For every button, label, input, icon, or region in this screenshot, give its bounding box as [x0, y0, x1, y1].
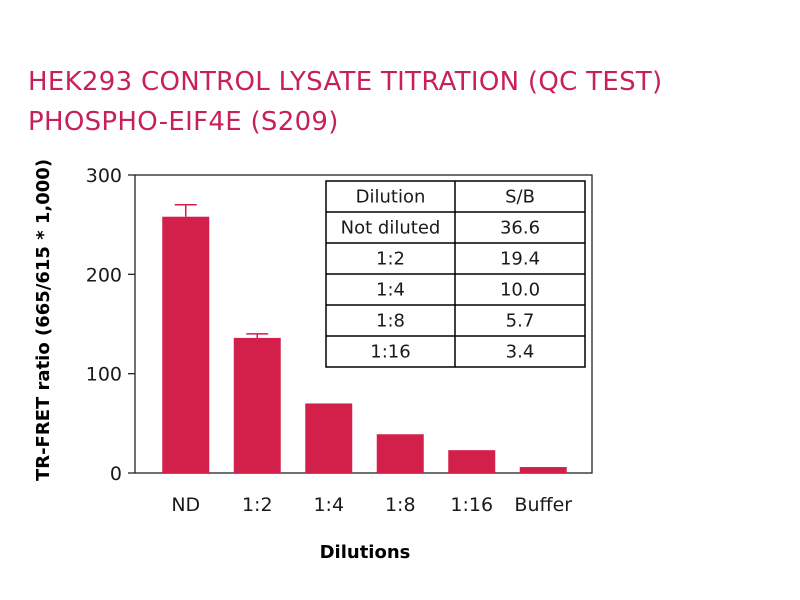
table-cell: 36.6: [500, 218, 540, 239]
table-header-cell: S/B: [505, 187, 535, 208]
bar-1:16: [448, 450, 496, 473]
table-cell: 3.4: [506, 342, 535, 363]
x-tick-label: 1:16: [450, 494, 493, 516]
title-line-2: PHOSPHO-EIF4E (S209): [28, 107, 339, 137]
x-tick-label: 1:2: [242, 494, 273, 516]
y-tick-label: 100: [86, 364, 122, 386]
x-tick-label: 1:4: [313, 494, 344, 516]
x-tick-label: ND: [171, 494, 200, 516]
table-cell: 10.0: [500, 280, 540, 301]
y-tick-label: 200: [86, 264, 122, 286]
y-tick-label: 300: [86, 165, 122, 187]
table-cell: 19.4: [500, 249, 540, 270]
y-axis-title: TR-FRET ratio (665/615 * 1,000): [33, 159, 54, 481]
bar-Buffer: [519, 467, 567, 473]
y-tick-label: 0: [110, 463, 122, 485]
table-cell: 1:16: [370, 342, 410, 363]
bar-1:8: [376, 434, 424, 473]
bar-1:2: [233, 337, 281, 473]
x-tick-label: 1:8: [385, 494, 416, 516]
table-cell: Not diluted: [341, 218, 441, 239]
title-line-1: HEK293 CONTROL LYSATE TITRATION (QC TEST…: [28, 67, 663, 97]
table-cell: 1:4: [376, 280, 405, 301]
plot-frame: [134, 174, 593, 474]
bar-ND: [162, 216, 210, 473]
chart-title: HEK293 CONTROL LYSATE TITRATION (QC TEST…: [28, 62, 663, 142]
x-axis-title: Dilutions: [320, 542, 411, 563]
table-cell: 5.7: [506, 311, 535, 332]
table-cell: 1:2: [376, 249, 405, 270]
x-tick-label: Buffer: [514, 494, 572, 516]
table-cell: 1:8: [376, 311, 405, 332]
bar-1:4: [305, 403, 353, 473]
table-header-cell: Dilution: [356, 187, 426, 208]
